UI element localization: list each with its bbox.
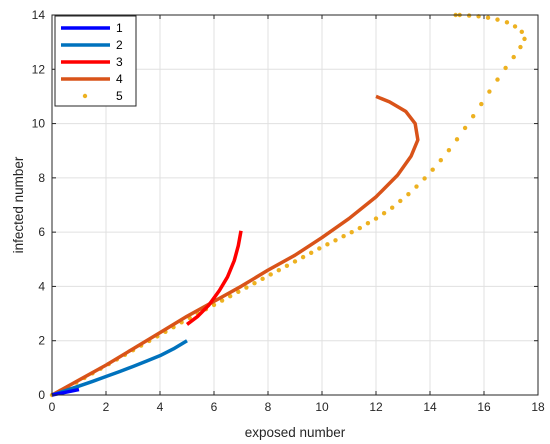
series-5-marker [236, 289, 241, 295]
series-5-marker [522, 36, 527, 42]
plot-frame [51, 14, 539, 396]
series-5-marker [317, 246, 322, 251]
x-tick-label: 0 [49, 400, 56, 414]
legend-label-1: 1 [116, 21, 123, 35]
series-5-marker [406, 191, 411, 197]
series-5-marker [518, 44, 523, 50]
series-5-marker [341, 234, 346, 239]
series-5-marker [268, 272, 273, 277]
x-axis-label: exposed number [245, 425, 346, 440]
series-5-marker [365, 220, 371, 226]
legend-entry-1: 1 [61, 21, 123, 35]
series-2-line [51, 339, 188, 397]
series-5-marker [485, 15, 491, 20]
y-tick-label: 0 [38, 388, 45, 402]
legend-label-3: 3 [116, 55, 123, 69]
series-5-marker [292, 259, 298, 264]
x-tick-label: 14 [423, 400, 437, 414]
y-tick-label: 14 [32, 8, 46, 22]
legend-label-4: 4 [116, 72, 123, 86]
series-5-marker [438, 158, 443, 163]
series-5-marker [390, 205, 395, 210]
series-5-marker [446, 147, 452, 153]
series-5-marker [373, 216, 379, 221]
series-5-marker [430, 167, 435, 172]
series-5-marker [422, 176, 427, 181]
series-5-marker [244, 285, 249, 290]
x-tick-label: 16 [477, 400, 491, 414]
series-layer [49, 12, 527, 398]
y-tick-label: 6 [38, 225, 45, 239]
series-5-marker [414, 184, 419, 189]
series-5-marker [252, 280, 257, 286]
series-5-marker [284, 263, 290, 268]
series-5-marker [228, 294, 233, 299]
legend-label-5: 5 [116, 89, 123, 103]
series-1-line [51, 387, 80, 397]
series-5-marker [398, 198, 403, 204]
series-3-line [185, 230, 243, 326]
series-5-marker [309, 250, 314, 255]
legend-entry-4: 4 [61, 72, 123, 86]
y-tick-label: 2 [38, 334, 45, 348]
x-tick-label: 12 [369, 400, 383, 414]
series-5-marker [503, 65, 508, 71]
y-axis-label: infected number [11, 156, 26, 253]
series-5-marker [276, 267, 281, 273]
series-5-marker [487, 89, 492, 94]
series-5-marker [466, 13, 472, 18]
series-5-marker [519, 29, 524, 35]
series-5-marker [462, 125, 468, 131]
legend-entry-5: 5 [82, 89, 123, 103]
series-4-line [51, 94, 420, 397]
x-tick-label: 8 [265, 400, 272, 414]
series-5-marker [325, 242, 330, 247]
x-tick-label: 10 [315, 400, 329, 414]
legend-entry-3: 3 [61, 55, 123, 69]
legend: 1 2 3 4 5 [54, 15, 137, 107]
x-tick-label: 18 [531, 400, 545, 414]
series-5-marker [349, 229, 354, 235]
series-5-marker [479, 101, 484, 107]
legend-entry-2: 2 [61, 38, 123, 52]
series-5-marker [300, 254, 306, 260]
y-tick-label: 4 [38, 279, 45, 293]
y-tick-label: 12 [32, 62, 46, 76]
series-5-marker [454, 137, 460, 142]
series-5-marker [512, 24, 518, 29]
series-5-marker [495, 77, 500, 82]
legend-label-2: 2 [116, 38, 123, 52]
x-tick-label: 2 [103, 400, 110, 414]
x-tick-label: 6 [211, 400, 218, 414]
series-5-marker [333, 238, 338, 243]
y-tick-label: 8 [38, 171, 45, 185]
ticks [51, 14, 539, 396]
series-5-marker [495, 17, 500, 22]
series-5-marker [471, 114, 476, 119]
series-5-marker [381, 210, 387, 216]
series-5-marker [260, 276, 265, 282]
y-tick-label: 10 [32, 117, 46, 131]
series-5-marker [357, 225, 362, 231]
legend-marker-5 [82, 93, 88, 99]
series-5-marker [511, 54, 516, 60]
series-5-marker [504, 20, 510, 25]
x-tick-label: 4 [157, 400, 164, 414]
